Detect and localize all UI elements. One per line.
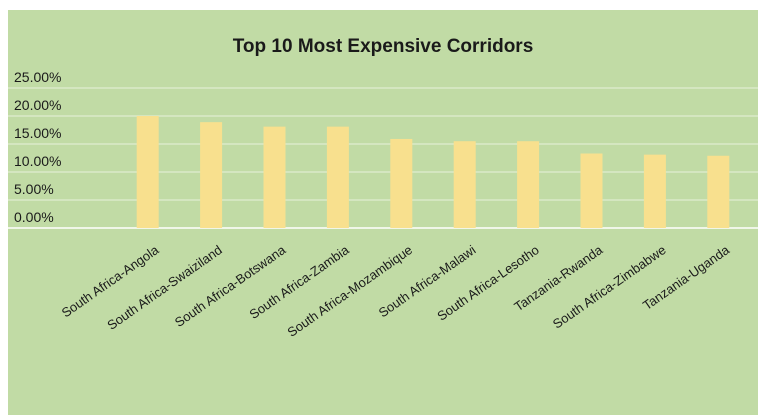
y-tick-label: 10.00% — [14, 153, 61, 169]
y-tick-label: 0.00% — [14, 209, 54, 225]
bar — [707, 155, 730, 228]
chart-panel: Top 10 Most Expensive Corridors 0.00% 5.0… — [8, 10, 758, 415]
y-tick-label: 25.00% — [14, 69, 61, 85]
bar — [200, 122, 223, 228]
x-tick-label: South Africa-Zimbabwe — [550, 242, 669, 331]
y-tick-label: 15.00% — [14, 125, 61, 141]
x-tick-label: South Africa-Swaiziland — [104, 242, 224, 333]
bar — [517, 141, 540, 228]
gridlines — [8, 87, 758, 229]
bars — [136, 116, 730, 228]
bar — [136, 116, 159, 228]
bar — [326, 126, 349, 228]
bar-chart: Top 10 Most Expensive Corridors 0.00% 5.0… — [8, 36, 758, 340]
y-tick-label: 5.00% — [14, 181, 54, 197]
bar — [580, 153, 603, 228]
bar — [453, 141, 476, 228]
bar — [390, 138, 413, 228]
x-tick-label: South Africa-Lesotho — [434, 242, 541, 324]
chart-title: Top 10 Most Expensive Corridors — [233, 36, 534, 57]
bar — [643, 154, 666, 228]
y-tick-label: 20.00% — [14, 97, 61, 113]
x-tick-label: South Africa-Mozambique — [284, 242, 415, 340]
y-axis: 0.00% 5.00% 10.00% 15.00% 20.00% 25.00% — [14, 69, 61, 225]
bar — [263, 126, 286, 228]
x-tick-label: South Africa-Botswana — [172, 242, 289, 330]
